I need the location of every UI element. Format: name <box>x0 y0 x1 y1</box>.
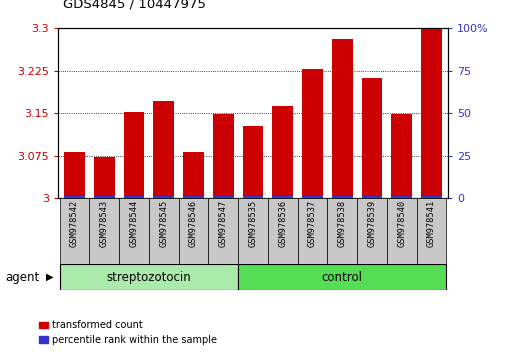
Bar <box>390 114 411 198</box>
Legend: transformed count, percentile rank within the sample: transformed count, percentile rank withi… <box>35 316 220 349</box>
Bar <box>123 112 144 198</box>
Bar <box>361 196 382 198</box>
Text: GSM978541: GSM978541 <box>426 200 435 247</box>
Bar <box>331 196 352 198</box>
Bar <box>272 196 292 198</box>
Bar <box>183 196 204 198</box>
Bar <box>178 198 208 264</box>
Bar <box>64 152 85 198</box>
Text: GSM978542: GSM978542 <box>70 200 79 247</box>
Bar <box>361 78 382 198</box>
Bar <box>297 198 327 264</box>
Bar <box>386 198 416 264</box>
Text: agent: agent <box>5 270 39 284</box>
Bar <box>301 69 322 198</box>
Bar <box>390 196 411 198</box>
Text: GSM978538: GSM978538 <box>337 200 346 247</box>
Bar <box>272 107 292 198</box>
Bar <box>183 152 204 198</box>
Bar <box>64 196 85 198</box>
Bar <box>301 196 322 198</box>
Bar <box>331 39 352 198</box>
Text: GSM978545: GSM978545 <box>159 200 168 247</box>
Text: GDS4845 / 10447975: GDS4845 / 10447975 <box>63 0 206 11</box>
Bar <box>242 126 263 198</box>
Bar <box>327 198 357 264</box>
Bar <box>267 198 297 264</box>
Bar <box>238 264 445 290</box>
Bar <box>94 196 115 198</box>
Bar <box>153 101 174 198</box>
Bar <box>213 114 233 198</box>
Bar <box>208 198 238 264</box>
Text: GSM978547: GSM978547 <box>218 200 227 247</box>
Text: GSM978546: GSM978546 <box>189 200 197 247</box>
Bar <box>123 196 144 198</box>
Text: GSM978537: GSM978537 <box>308 200 316 247</box>
Text: GSM978539: GSM978539 <box>367 200 376 247</box>
Bar <box>242 196 263 198</box>
Bar <box>94 158 115 198</box>
Text: GSM978535: GSM978535 <box>248 200 257 247</box>
Text: GSM978543: GSM978543 <box>99 200 109 247</box>
Bar <box>416 198 445 264</box>
Text: GSM978544: GSM978544 <box>129 200 138 247</box>
Bar <box>60 198 89 264</box>
Bar <box>89 198 119 264</box>
Bar <box>213 196 233 198</box>
Text: ▶: ▶ <box>45 272 53 282</box>
Bar <box>60 264 238 290</box>
Bar <box>153 196 174 198</box>
Bar <box>119 198 148 264</box>
Bar <box>420 29 441 198</box>
Bar <box>148 198 178 264</box>
Bar <box>357 198 386 264</box>
Text: control: control <box>321 270 362 284</box>
Text: streptozotocin: streptozotocin <box>107 270 191 284</box>
Bar <box>238 198 267 264</box>
Text: GSM978540: GSM978540 <box>396 200 406 247</box>
Text: GSM978536: GSM978536 <box>278 200 287 247</box>
Bar <box>420 196 441 198</box>
